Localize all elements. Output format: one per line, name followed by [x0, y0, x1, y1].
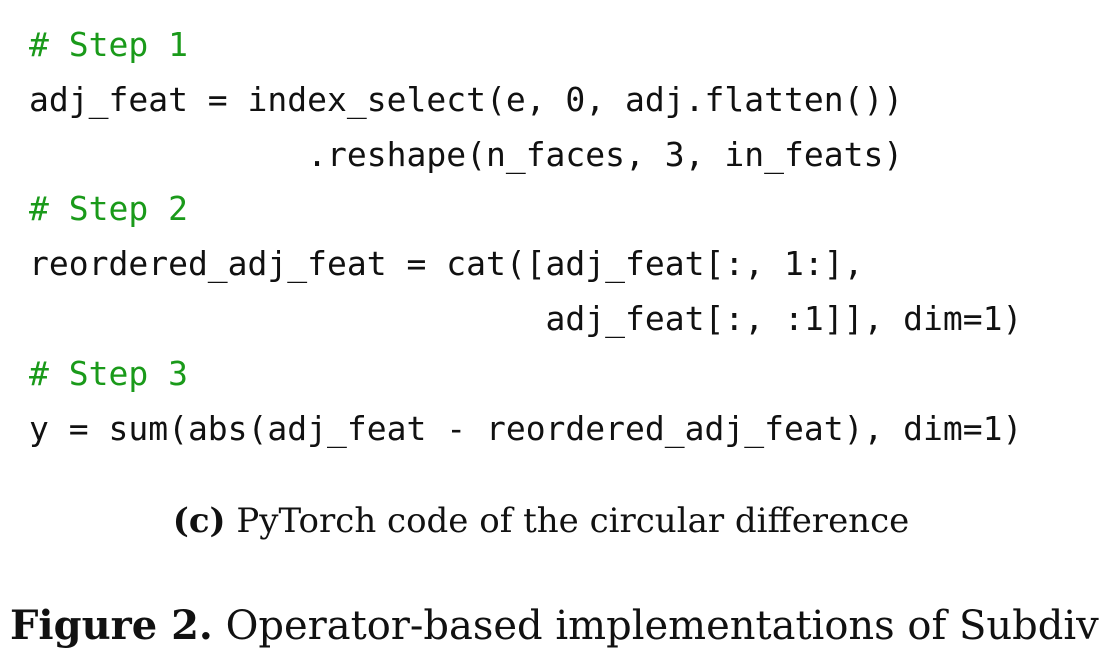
figure-caption: Figure 2. Operator-based implementations…: [10, 598, 1099, 654]
subcaption-text: PyTorch code of the circular difference: [225, 501, 910, 541]
code-comment-step-3: # Step 3: [29, 353, 188, 393]
figure-caption-text: Operator-based implementations of Subdiv…: [212, 603, 1099, 649]
subcaption-label: (c): [172, 501, 226, 541]
code-comment-step-2: # Step 2: [29, 189, 188, 229]
code-line-reordered-cont: adj_feat[:, :1]], dim=1): [29, 298, 1023, 338]
code-line-reordered: reordered_adj_feat = cat([adj_feat[:, 1:…: [29, 244, 864, 284]
code-line-sum: y = sum(abs(adj_feat - reordered_adj_fea…: [29, 408, 1023, 448]
code-listing: # Step 1 adj_feat = index_select(e, 0, a…: [29, 18, 1022, 456]
figure-caption-label: Figure 2.: [10, 602, 213, 649]
subfigure-caption: (c) PyTorch code of the circular differe…: [0, 496, 1082, 546]
code-comment-step-1: # Step 1: [29, 25, 188, 64]
code-line-reshape: .reshape(n_faces, 3, in_feats): [29, 134, 904, 174]
code-line-adj-feat: adj_feat = index_select(e, 0, adj.flatte…: [29, 79, 904, 119]
